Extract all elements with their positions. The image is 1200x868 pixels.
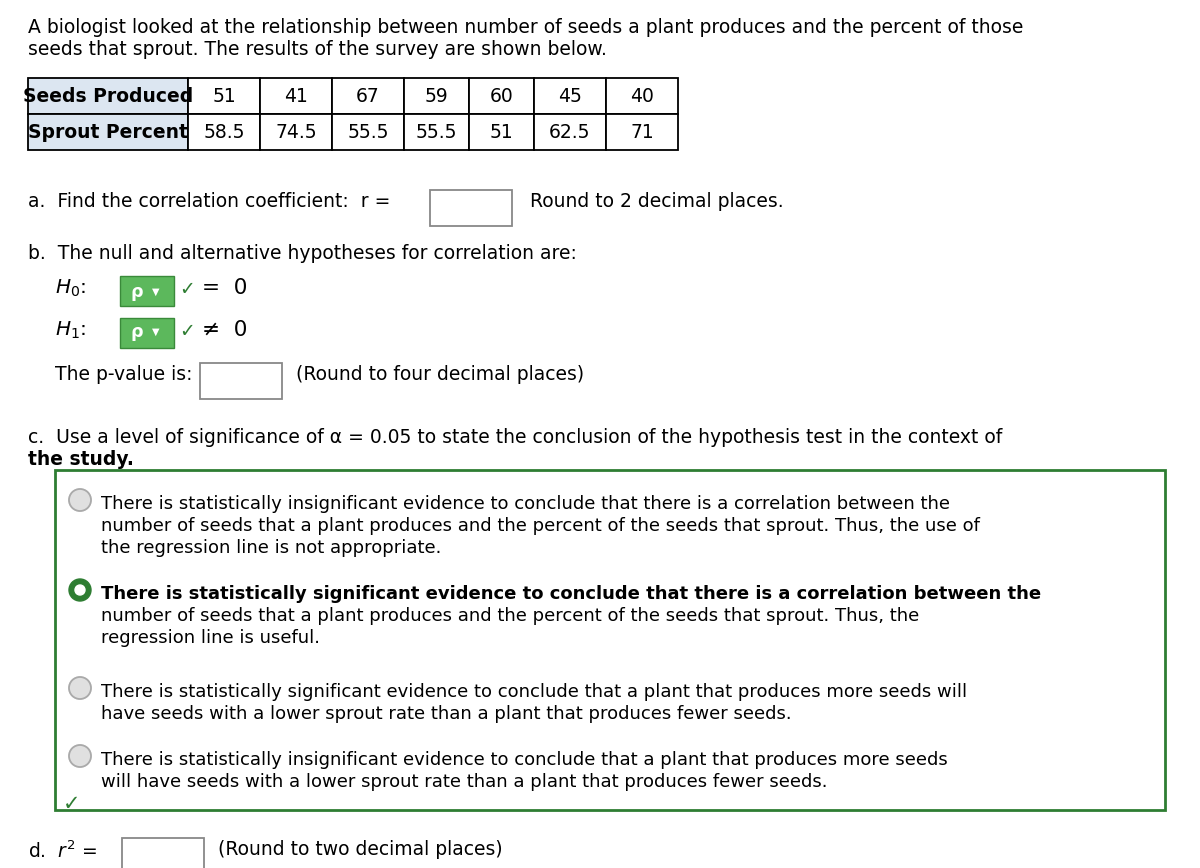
Text: number of seeds that a plant produces and the percent of the seeds that sprout. : number of seeds that a plant produces an… bbox=[101, 517, 980, 535]
Bar bbox=[55, 470, 1165, 810]
Text: ✓: ✓ bbox=[179, 322, 194, 341]
Text: ✓: ✓ bbox=[64, 794, 80, 814]
Text: have seeds with a lower sprout rate than a plant that produces fewer seeds.: have seeds with a lower sprout rate than… bbox=[101, 705, 792, 723]
Text: (Round to four decimal places): (Round to four decimal places) bbox=[296, 365, 584, 384]
Text: seeds that sprout. The results of the survey are shown below.: seeds that sprout. The results of the su… bbox=[28, 40, 607, 59]
Text: There is statistically insignificant evidence to conclude that there is a correl: There is statistically insignificant evi… bbox=[101, 495, 950, 513]
Text: ≠  0: ≠ 0 bbox=[202, 320, 247, 340]
Text: $H_1$:: $H_1$: bbox=[55, 320, 86, 341]
Bar bbox=[534, 114, 606, 150]
Text: A biologist looked at the relationship between number of seeds a plant produces : A biologist looked at the relationship b… bbox=[28, 18, 1024, 37]
Text: 41: 41 bbox=[284, 87, 308, 106]
Text: the regression line is not appropriate.: the regression line is not appropriate. bbox=[101, 539, 442, 557]
Bar bbox=[122, 838, 204, 868]
Bar bbox=[469, 114, 534, 150]
Text: ▼: ▼ bbox=[152, 327, 160, 337]
Bar bbox=[200, 363, 282, 399]
Text: 71: 71 bbox=[630, 122, 654, 141]
Text: 60: 60 bbox=[490, 87, 514, 106]
Text: Round to 2 decimal places.: Round to 2 decimal places. bbox=[530, 192, 784, 211]
Text: a.  Find the correlation coefficient:  r =: a. Find the correlation coefficient: r = bbox=[28, 192, 390, 211]
Text: 51: 51 bbox=[212, 87, 236, 106]
Bar bbox=[430, 190, 512, 226]
Text: b.  The null and alternative hypotheses for correlation are:: b. The null and alternative hypotheses f… bbox=[28, 244, 577, 263]
Bar bbox=[404, 78, 469, 114]
Text: 59: 59 bbox=[425, 87, 449, 106]
Text: 67: 67 bbox=[356, 87, 380, 106]
Bar bbox=[28, 114, 188, 150]
Text: =  0: = 0 bbox=[202, 278, 247, 298]
Bar bbox=[469, 78, 534, 114]
Bar bbox=[260, 114, 332, 150]
Text: There is statistically significant evidence to conclude that there is a correlat: There is statistically significant evide… bbox=[101, 585, 1042, 603]
Text: ✓: ✓ bbox=[179, 280, 194, 299]
Bar bbox=[332, 78, 404, 114]
Text: d.  $r^2$ =: d. $r^2$ = bbox=[28, 840, 97, 862]
Text: ▼: ▼ bbox=[152, 287, 160, 297]
Text: 40: 40 bbox=[630, 87, 654, 106]
Bar bbox=[260, 78, 332, 114]
Bar bbox=[534, 78, 606, 114]
Circle shape bbox=[70, 489, 91, 511]
Text: ρ: ρ bbox=[130, 323, 143, 341]
Circle shape bbox=[70, 677, 91, 699]
Bar bbox=[606, 78, 678, 114]
Bar bbox=[188, 78, 260, 114]
Text: c.  Use a level of significance of α = 0.05 to state the conclusion of the hypot: c. Use a level of significance of α = 0.… bbox=[28, 428, 1002, 447]
Bar bbox=[120, 276, 174, 306]
Bar bbox=[606, 114, 678, 150]
Text: $H_0$:: $H_0$: bbox=[55, 278, 86, 299]
Bar bbox=[404, 114, 469, 150]
Text: ρ: ρ bbox=[130, 283, 143, 301]
Text: The p-value is:: The p-value is: bbox=[55, 365, 192, 384]
Circle shape bbox=[70, 579, 91, 601]
Text: Seeds Produced: Seeds Produced bbox=[23, 87, 193, 106]
Text: There is statistically significant evidence to conclude that a plant that produc: There is statistically significant evide… bbox=[101, 683, 967, 701]
Text: There is statistically insignificant evidence to conclude that a plant that prod: There is statistically insignificant evi… bbox=[101, 751, 948, 769]
Text: number of seeds that a plant produces and the percent of the seeds that sprout. : number of seeds that a plant produces an… bbox=[101, 607, 919, 625]
Text: will have seeds with a lower sprout rate than a plant that produces fewer seeds.: will have seeds with a lower sprout rate… bbox=[101, 773, 828, 791]
Text: Sprout Percent: Sprout Percent bbox=[28, 122, 188, 141]
Bar bbox=[120, 318, 174, 348]
Text: 74.5: 74.5 bbox=[275, 122, 317, 141]
Text: regression line is useful.: regression line is useful. bbox=[101, 629, 320, 647]
Bar bbox=[28, 78, 188, 114]
Text: 55.5: 55.5 bbox=[415, 122, 457, 141]
Circle shape bbox=[70, 745, 91, 767]
Bar bbox=[332, 114, 404, 150]
Text: 51: 51 bbox=[490, 122, 514, 141]
Text: 45: 45 bbox=[558, 87, 582, 106]
Circle shape bbox=[74, 585, 85, 595]
Text: 62.5: 62.5 bbox=[550, 122, 590, 141]
Text: 55.5: 55.5 bbox=[347, 122, 389, 141]
Text: the study.: the study. bbox=[28, 450, 134, 469]
Text: 58.5: 58.5 bbox=[203, 122, 245, 141]
Text: (Round to two decimal places): (Round to two decimal places) bbox=[218, 840, 503, 859]
Bar bbox=[188, 114, 260, 150]
